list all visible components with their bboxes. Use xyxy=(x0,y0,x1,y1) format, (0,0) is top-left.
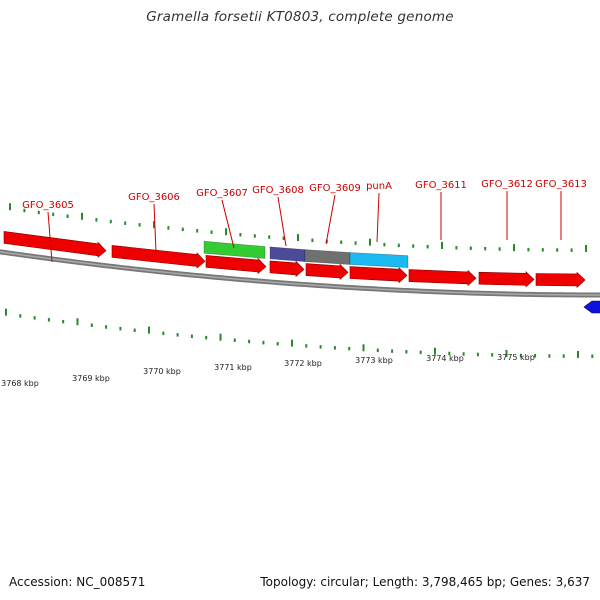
forward-gene-arrow xyxy=(205,255,267,275)
kbp-label: 3769 kbp xyxy=(72,374,110,383)
forward-gene-arrow xyxy=(478,271,535,288)
forward-gene-arrow xyxy=(305,263,349,281)
gene-label: punA xyxy=(366,181,392,192)
feature-bar xyxy=(269,246,306,262)
reverse-gene-arrow xyxy=(583,300,600,314)
map-title: Gramella forsetii KT0803, complete genom… xyxy=(146,9,454,25)
gene-label: GFO_3608 xyxy=(252,185,304,196)
accession-text: Accession: NC_008571 xyxy=(9,575,146,589)
kbp-label: 3770 kbp xyxy=(143,367,181,376)
gene-label: GFO_3611 xyxy=(415,180,467,191)
label-leader-line xyxy=(325,194,336,245)
gene-label: GFO_3613 xyxy=(535,179,587,190)
label-leader-line xyxy=(47,211,53,263)
forward-gene-arrow xyxy=(535,271,586,289)
label-leader-line xyxy=(221,199,235,249)
feature-bar xyxy=(203,240,266,259)
feature-bar xyxy=(304,249,351,265)
forward-gene-arrow xyxy=(349,266,408,284)
gene-label: GFO_3607 xyxy=(196,188,248,199)
label-leader-line xyxy=(277,196,287,247)
kbp-label: 3768 kbp xyxy=(1,379,39,388)
gene-label: GFO_3612 xyxy=(481,179,533,190)
gene-track xyxy=(3,231,600,314)
kbp-label: 3775 kbp xyxy=(497,353,535,362)
backbone-highlight xyxy=(0,251,600,296)
kbp-label: 3774 kbp xyxy=(426,354,464,363)
kbp-labels: 3768 kbp 3769 kbp 3770 kbp 3771 kbp 3772 kbp… xyxy=(1,353,535,388)
forward-gene-arrow xyxy=(111,245,206,269)
genome-summary: Topology: circular; Length: 3,798,465 bp… xyxy=(260,575,590,589)
label-leaders xyxy=(47,191,562,263)
genome-backbone xyxy=(0,249,600,298)
kbp-label: 3773 kbp xyxy=(355,356,393,365)
gene-labels: GFO_3605 GFO_3606 GFO_3607 GFO_3608 GFO_3609… xyxy=(22,179,587,211)
label-leader-line xyxy=(153,203,157,253)
label-leader-line xyxy=(376,192,380,243)
gene-label: GFO_3606 xyxy=(128,192,180,203)
feature-bar xyxy=(349,252,409,268)
gene-label: GFO_3609 xyxy=(309,183,361,194)
forward-gene-arrow xyxy=(3,231,107,258)
feature-track xyxy=(203,240,409,268)
forward-gene-arrow xyxy=(269,260,305,278)
kbp-label: 3772 kbp xyxy=(284,359,322,368)
forward-gene-arrow xyxy=(408,269,477,287)
gene-label: GFO_3605 xyxy=(22,200,74,211)
kbp-label: 3771 kbp xyxy=(214,363,252,372)
lower-tick-ring xyxy=(5,308,594,358)
